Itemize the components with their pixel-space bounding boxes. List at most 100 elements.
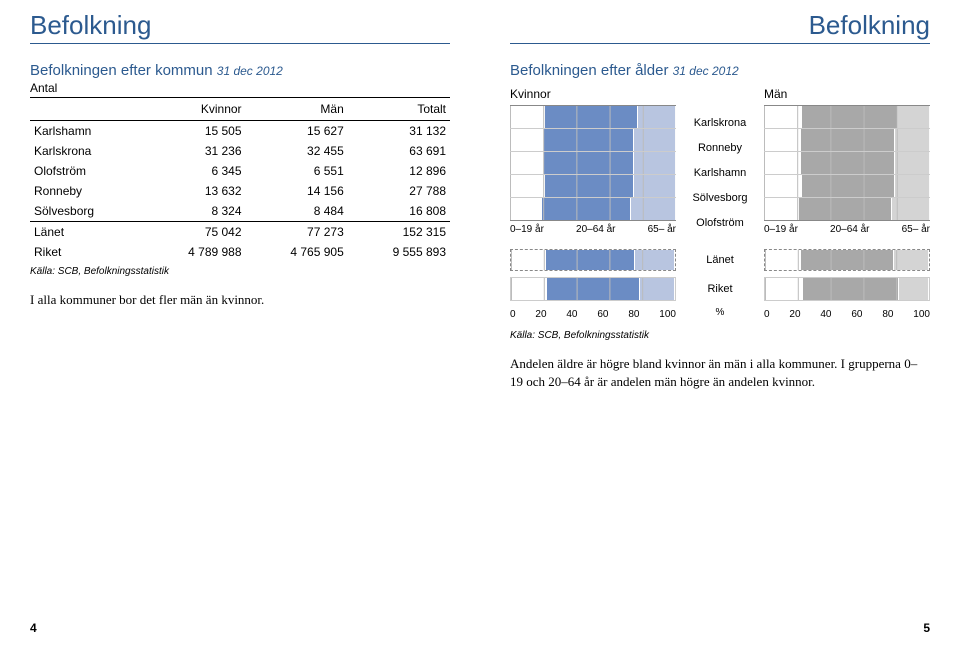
chart-row-label: Karlshamn bbox=[684, 162, 756, 184]
tick: 20 bbox=[789, 309, 800, 320]
bar-segment bbox=[640, 278, 675, 300]
chart-row-label: Ronneby bbox=[684, 137, 756, 159]
bar-segment bbox=[510, 198, 542, 220]
percent-sign: % bbox=[684, 307, 756, 318]
legend-20-64: 20–64 år bbox=[830, 224, 869, 235]
population-table: Kvinnor Män Totalt Karlshamn15 50515 627… bbox=[30, 98, 450, 262]
summary-riket: Riket bbox=[510, 277, 930, 301]
title-text: Befolkningen efter kommun bbox=[30, 62, 213, 79]
legend-man: 0–19 år 20–64 år 65– år bbox=[764, 224, 930, 235]
title-date: 31 dec 2012 bbox=[673, 64, 739, 78]
bar-segment bbox=[765, 250, 801, 270]
legend-kvinnor: 0–19 år 20–64 år 65– år bbox=[510, 224, 676, 235]
legend-65: 65– år bbox=[648, 224, 676, 235]
summary-rows: Länet Riket bbox=[510, 249, 930, 301]
table-row: Olofström6 3456 55112 896 bbox=[30, 161, 450, 181]
table-cell: 8 324 bbox=[143, 201, 245, 222]
table-cell: 4 765 905 bbox=[246, 242, 348, 262]
table-cell: 77 273 bbox=[246, 222, 348, 243]
bar-segment bbox=[764, 175, 802, 197]
bar-segment bbox=[635, 250, 675, 270]
bar-segment bbox=[545, 175, 634, 197]
bar-row bbox=[764, 197, 930, 220]
table-cell: 9 555 893 bbox=[348, 242, 450, 262]
bar-row bbox=[510, 197, 676, 220]
bar-segment bbox=[510, 175, 545, 197]
bars-man bbox=[764, 105, 930, 221]
table-cell: 8 484 bbox=[246, 201, 348, 222]
bar-segment bbox=[802, 106, 898, 128]
col-totalt: Totalt bbox=[348, 98, 450, 121]
bar-segment bbox=[547, 278, 640, 300]
left-subtitle: Antal bbox=[30, 81, 450, 98]
bar-segment bbox=[899, 278, 929, 300]
bar-segment bbox=[510, 106, 545, 128]
table-cell: 6 551 bbox=[246, 161, 348, 181]
axis-man: 0 20 40 60 80 100 bbox=[764, 309, 930, 320]
col-title-kvinnor: Kvinnor bbox=[510, 87, 676, 101]
left-source: Källa: SCB, Befolkningsstatistik bbox=[30, 266, 450, 277]
bar-row bbox=[510, 106, 676, 128]
riket-kvinnor-bar bbox=[510, 277, 676, 301]
table-cell: 12 896 bbox=[348, 161, 450, 181]
bar-segment bbox=[634, 129, 676, 151]
table-cell: 63 691 bbox=[348, 141, 450, 161]
chart-row-labels: KarlskronaRonnebyKarlshamnSölvesborgOlof… bbox=[684, 87, 756, 235]
bar-segment bbox=[895, 129, 930, 151]
table-cell: Karlskrona bbox=[30, 141, 143, 161]
table-cell: 32 455 bbox=[246, 141, 348, 161]
table-cell: 31 132 bbox=[348, 121, 450, 142]
legend-0-19: 0–19 år bbox=[764, 224, 798, 235]
table-cell: 27 788 bbox=[348, 181, 450, 201]
bar-segment bbox=[544, 152, 635, 174]
tick: 0 bbox=[764, 309, 770, 320]
col-man: Män bbox=[246, 98, 348, 121]
bar-segment bbox=[764, 152, 801, 174]
bar-segment bbox=[634, 152, 676, 174]
col-blank bbox=[30, 98, 143, 121]
tick: 60 bbox=[851, 309, 862, 320]
table-row: Sölvesborg8 3248 48416 808 bbox=[30, 201, 450, 222]
bar-segment bbox=[542, 198, 631, 220]
page-number-right: 5 bbox=[923, 621, 930, 635]
chart-row-label: Karlskrona bbox=[684, 112, 756, 134]
legend-0-19: 0–19 år bbox=[510, 224, 544, 235]
tick: 40 bbox=[820, 309, 831, 320]
legend-65: 65– år bbox=[902, 224, 930, 235]
table-row: Ronneby13 63214 15627 788 bbox=[30, 181, 450, 201]
title-date: 31 dec 2012 bbox=[217, 64, 283, 78]
bar-segment bbox=[895, 152, 930, 174]
bar-segment bbox=[634, 175, 676, 197]
left-section-title: Befolkningen efter kommun 31 dec 2012 bbox=[30, 62, 450, 79]
title-text: Befolkningen efter ålder bbox=[510, 62, 668, 79]
tick: 100 bbox=[913, 309, 930, 320]
bar-segment bbox=[801, 250, 894, 270]
table-cell: 14 156 bbox=[246, 181, 348, 201]
bar-segment bbox=[895, 175, 930, 197]
tick: 100 bbox=[659, 309, 676, 320]
left-body-text: I alla kommuner bor det fler män än kvin… bbox=[30, 291, 450, 309]
table-cell: Sölvesborg bbox=[30, 201, 143, 222]
table-cell: Länet bbox=[30, 222, 143, 243]
tick: 40 bbox=[566, 309, 577, 320]
bar-segment bbox=[511, 250, 546, 270]
table-cell: Ronneby bbox=[30, 181, 143, 201]
lanet-man-bar bbox=[764, 249, 930, 271]
tick: 60 bbox=[597, 309, 608, 320]
table-cell: Karlshamn bbox=[30, 121, 143, 142]
tick: 80 bbox=[882, 309, 893, 320]
right-page: Befolkning Befolkningen efter ålder 31 d… bbox=[480, 0, 960, 645]
summary-lanet: Länet bbox=[510, 249, 930, 271]
legend-20-64: 20–64 år bbox=[576, 224, 615, 235]
riket-man-bar bbox=[764, 277, 930, 301]
bar-segment bbox=[801, 152, 895, 174]
axis-row: 0 20 40 60 80 100 % 0 20 40 60 80 100 bbox=[510, 307, 930, 320]
bar-row bbox=[510, 128, 676, 151]
table-header-row: Kvinnor Män Totalt bbox=[30, 98, 450, 121]
bar-row bbox=[764, 151, 930, 174]
col-kvinnor: Kvinnor bbox=[143, 98, 245, 121]
table-cell: 15 627 bbox=[246, 121, 348, 142]
bar-segment bbox=[894, 250, 929, 270]
bar-segment bbox=[765, 278, 803, 300]
bar-segment bbox=[764, 106, 802, 128]
